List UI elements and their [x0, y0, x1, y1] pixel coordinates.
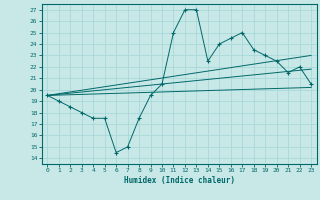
X-axis label: Humidex (Indice chaleur): Humidex (Indice chaleur) — [124, 176, 235, 185]
